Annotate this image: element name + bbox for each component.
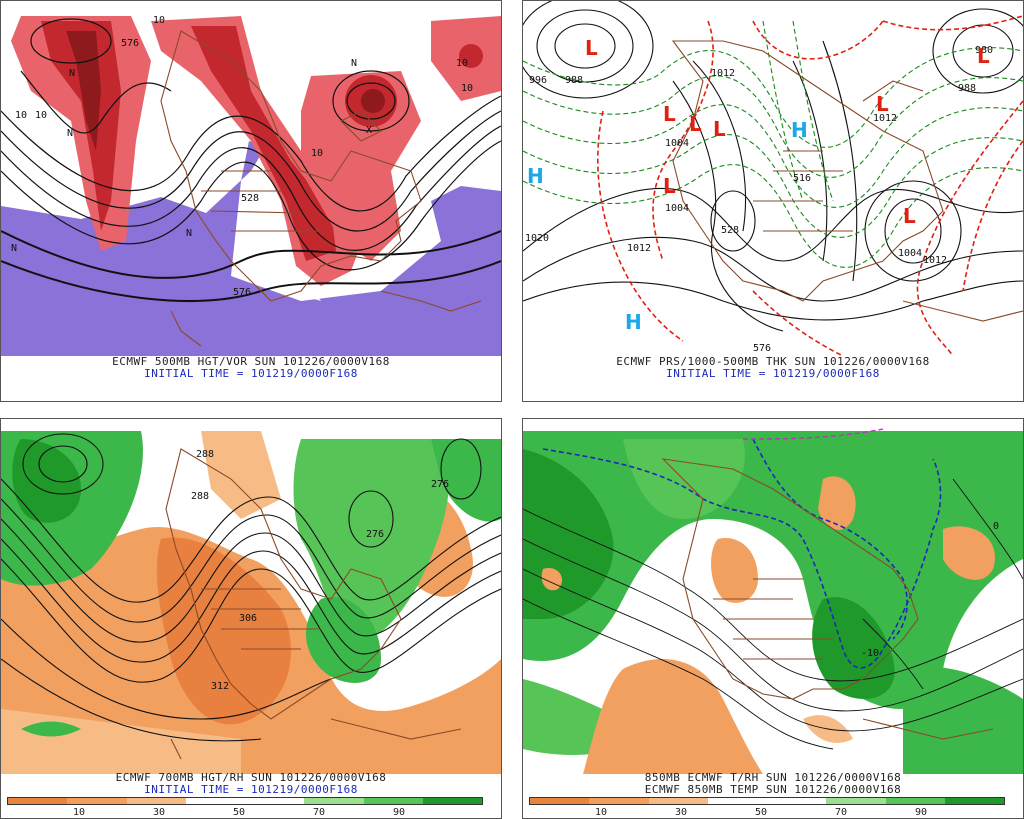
- svg-text:1012: 1012: [873, 113, 897, 124]
- coastline-north-america-4: [661, 458, 919, 700]
- svg-text:312: 312: [211, 681, 229, 692]
- svg-text:1004: 1004: [665, 138, 689, 149]
- panel1-init-time: INITIAL TIME = 101219/0000F168: [144, 367, 358, 380]
- svg-text:10: 10: [15, 110, 27, 121]
- panel4-caption: 850MB ECMWF T/RH SUN 101226/0000V168: [644, 771, 902, 784]
- svg-text:H: H: [791, 118, 808, 142]
- svg-text:10: 10: [461, 83, 473, 94]
- svg-text:L: L: [663, 102, 676, 126]
- colorbar-tick: 10: [594, 807, 608, 818]
- svg-text:H: H: [527, 164, 544, 188]
- panel3-init-time: INITIAL TIME = 101219/0000F168: [144, 783, 358, 796]
- map-850mb: -10 0: [523, 428, 1023, 774]
- coastline-north-america: [160, 30, 422, 302]
- panel3-caption: ECMWF 700MB HGT/RH SUN 101226/0000V168: [115, 771, 387, 784]
- thickness-540: [596, 110, 684, 342]
- svg-text:576: 576: [753, 343, 771, 354]
- panel1-caption: ECMWF 500MB HGT/VOR SUN 101226/0000V168: [112, 355, 390, 368]
- svg-text:1012: 1012: [923, 255, 947, 266]
- svg-text:N: N: [186, 228, 192, 239]
- colorbar-700mb: [7, 797, 483, 805]
- svg-text:528: 528: [721, 225, 739, 236]
- panel3-labels: 288 288 276 276 306 312: [191, 449, 449, 692]
- svg-text:N: N: [351, 58, 357, 69]
- svg-text:1012: 1012: [711, 68, 735, 79]
- map-surface: 996 988 1004 1004 1012 1020 1012 1004 10…: [523, 1, 1023, 356]
- panel4-subcaption: ECMWF 850MB TEMP SUN 101226/0000V168: [644, 783, 902, 796]
- svg-text:0: 0: [993, 521, 999, 532]
- svg-text:1004: 1004: [898, 248, 922, 259]
- coastline-north-america-3: [165, 448, 402, 720]
- svg-text:N: N: [69, 68, 75, 79]
- colorbar-tick: 10: [72, 807, 86, 818]
- panel-850mb-temp-rh: -10 0 850MB ECMWF T/RH SUN 101226/0000V1…: [522, 418, 1024, 819]
- colorbar-tick: 90: [914, 807, 928, 818]
- colorbar-850mb: [529, 797, 1005, 805]
- svg-text:L: L: [585, 36, 598, 60]
- panel-500mb-vorticity: 10 10 10 N N N N 10 576 576 528 N 10 10 …: [0, 0, 502, 402]
- panel4-labels: -10 0: [861, 521, 999, 659]
- svg-text:L: L: [663, 174, 676, 198]
- svg-text:10: 10: [35, 110, 47, 121]
- svg-text:988: 988: [565, 75, 583, 86]
- svg-text:10: 10: [153, 15, 165, 26]
- svg-text:L: L: [689, 112, 702, 136]
- svg-text:1020: 1020: [525, 233, 549, 244]
- dry-area-850: [583, 659, 763, 774]
- panel-700mb-rh: 288 288 276 276 306 312 ECMWF 700MB HGT/…: [0, 418, 502, 819]
- svg-text:L: L: [876, 92, 889, 116]
- svg-text:H: H: [625, 310, 642, 334]
- isotherm-0c: [542, 448, 942, 669]
- svg-text:980: 980: [975, 45, 993, 56]
- vorticity-low: [301, 71, 421, 261]
- svg-text:996: 996: [529, 75, 547, 86]
- svg-text:306: 306: [239, 613, 257, 624]
- svg-text:L: L: [713, 117, 726, 141]
- svg-text:576: 576: [233, 287, 251, 298]
- svg-text:10: 10: [311, 148, 323, 159]
- svg-text:528: 528: [241, 193, 259, 204]
- svg-text:1012: 1012: [627, 243, 651, 254]
- colorbar-tick: 70: [834, 807, 848, 818]
- svg-text:276: 276: [431, 479, 449, 490]
- panel-sfc-pressure-thickness: 996 988 1004 1004 1012 1020 1012 1004 10…: [522, 0, 1024, 402]
- svg-text:X: X: [366, 125, 372, 136]
- svg-text:10: 10: [456, 58, 468, 69]
- svg-text:288: 288: [196, 449, 214, 460]
- svg-text:N: N: [11, 243, 17, 254]
- panel2-caption: ECMWF PRS/1000-500MB THK SUN 101226/0000…: [616, 355, 930, 368]
- colorbar-tick: 30: [152, 807, 166, 818]
- svg-text:988: 988: [958, 83, 976, 94]
- svg-text:576: 576: [121, 38, 139, 49]
- colorbar-tick: 50: [232, 807, 246, 818]
- svg-text:L: L: [903, 204, 916, 228]
- map-500mb: 10 10 10 N N N N 10 576 576 528 N 10 10 …: [1, 13, 501, 356]
- svg-text:N: N: [67, 128, 73, 139]
- map-700mb: 288 288 276 276 306 312: [1, 431, 501, 774]
- svg-text:276: 276: [366, 529, 384, 540]
- svg-text:-10: -10: [861, 648, 879, 659]
- colorbar-tick: 70: [312, 807, 326, 818]
- svg-text:288: 288: [191, 491, 209, 502]
- colorbar-tick: 30: [674, 807, 688, 818]
- svg-text:L: L: [977, 44, 990, 68]
- colorbar-tick: 50: [754, 807, 768, 818]
- panel2-labels: 996 988 1004 1004 1012 1020 1012 1004 10…: [525, 36, 993, 354]
- panel1-labels: 10 10 10 N N N N 10 576 576 528 N 10 10 …: [11, 15, 473, 298]
- neg-vorticity-area: [1, 141, 501, 356]
- coastline-north-america-2: [671, 40, 944, 302]
- panel2-init-time: INITIAL TIME = 101219/0000F168: [666, 367, 880, 380]
- svg-text:1004: 1004: [665, 203, 689, 214]
- svg-text:516: 516: [793, 173, 811, 184]
- colorbar-tick: 90: [392, 807, 406, 818]
